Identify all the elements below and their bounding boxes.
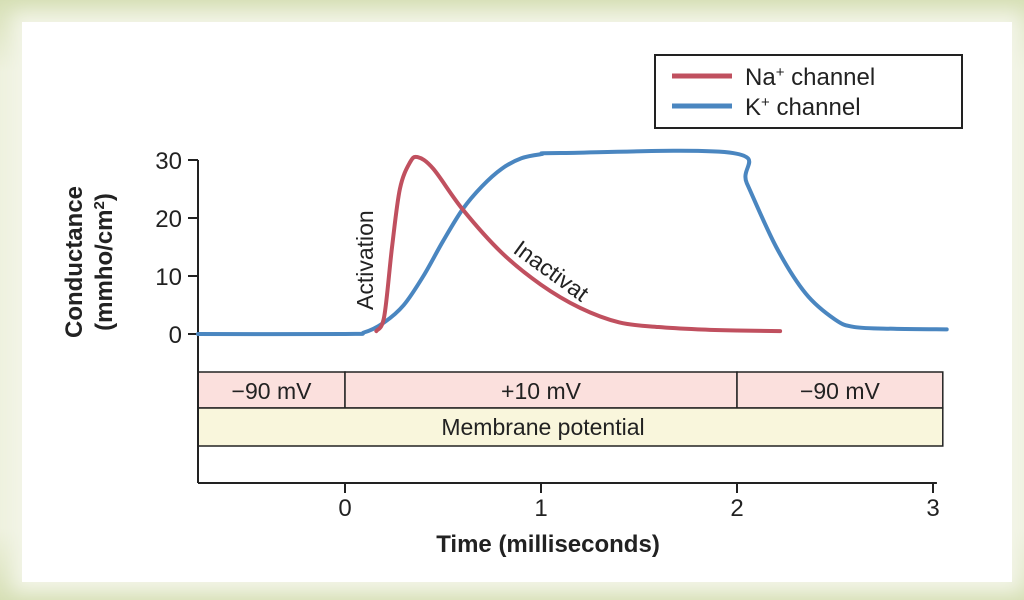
x-tick-label: 3 (926, 495, 939, 522)
y-axis-label: Conductance (61, 186, 88, 338)
x-tick-label: 2 (730, 495, 743, 522)
y-tick-label: 0 (169, 322, 182, 349)
legend-label-na: Na+ channel (745, 64, 875, 92)
x-tick-label: 1 (534, 495, 547, 522)
x-axis-label: Time (milliseconds) (436, 531, 660, 558)
legend-label-k: K+ channel (745, 94, 861, 122)
legend: Na+ channel K+ channel (654, 54, 963, 129)
legend-box (654, 54, 963, 129)
series-lines (196, 148, 949, 337)
membrane-potential-bands: −90 mV +10 mV −90 mV Membrane potential (197, 371, 944, 447)
voltage-label: −90 mV (232, 378, 313, 404)
voltage-segment (736, 371, 944, 409)
series-line-k (196, 148, 949, 337)
y-axis-units: (mmho/cm2) (91, 193, 119, 331)
y-tick-label: 10 (155, 264, 182, 291)
membrane-potential-band (197, 407, 944, 447)
y-tick-label: 30 (155, 148, 182, 175)
membrane-potential-label: Membrane potential (441, 414, 644, 440)
voltage-label: +10 mV (501, 378, 582, 404)
voltage-label: −90 mV (800, 378, 881, 404)
axes: 0 10 20 30 0 1 2 3 (155, 148, 939, 522)
annotation-activation: Activation (352, 210, 378, 310)
y-tick-label: 20 (155, 206, 182, 233)
x-tick-label: 0 (338, 495, 351, 522)
series-line-na (374, 154, 783, 334)
